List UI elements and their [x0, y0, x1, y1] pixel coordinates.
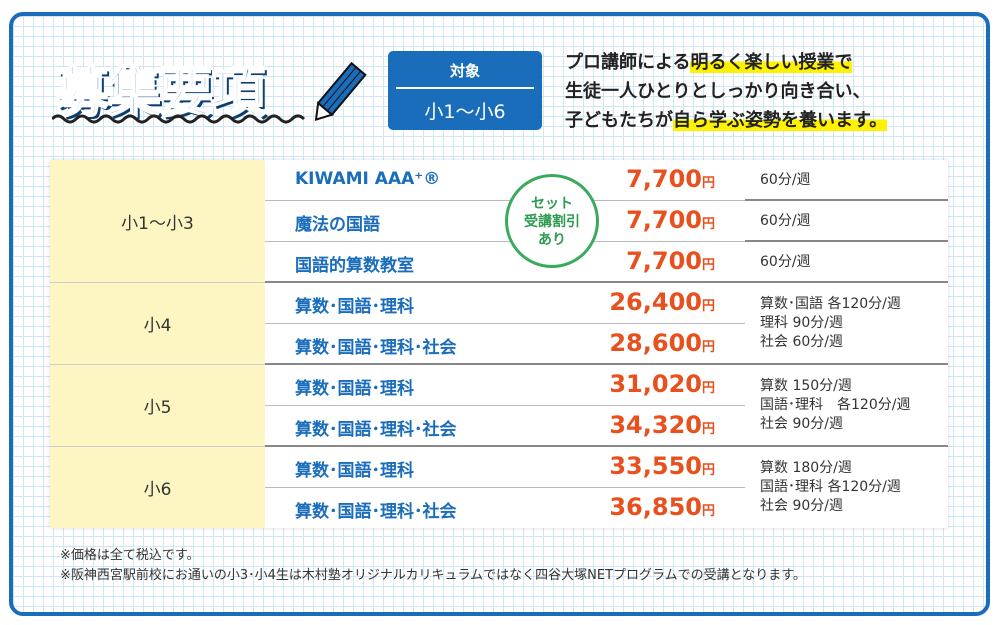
- table-row: 算数･国語･理科 33,550円: [265, 447, 745, 488]
- time-line: 社会 90分/週: [760, 416, 843, 432]
- time-cell: 60分/週: [760, 254, 811, 270]
- time-line: 国語･理科 各120分/週: [760, 479, 901, 495]
- table-row: 国語的算数教室 7,700円: [265, 242, 745, 283]
- notes: ※価格は全て税込です。 ※阪神西宮駅前校にお通いの小3･小4生は木村塾オリジナル…: [60, 546, 806, 586]
- price-unit: 円: [701, 217, 715, 232]
- row-divider: [745, 281, 948, 283]
- time-line: 算数･国語 各120分/週: [760, 296, 901, 312]
- course-name: 算数･国語･理科: [295, 379, 414, 399]
- grade-cell: 小5: [50, 365, 265, 447]
- price: 33,550円: [609, 452, 715, 480]
- price: 28,600円: [609, 329, 715, 357]
- wave-underline-icon: [52, 114, 306, 124]
- row-divider: [745, 445, 948, 447]
- price-unit: 円: [701, 299, 715, 314]
- row-divider: [745, 199, 948, 201]
- table-row: KIWAMI AAA⁺® 7,700円: [265, 160, 745, 201]
- time-line: 理科 90分/週: [760, 315, 843, 331]
- set-discount-badge: セット 受講割引 あり: [505, 174, 599, 268]
- price-value: 7,700: [626, 206, 702, 234]
- price: 36,850円: [609, 493, 715, 521]
- grade-cell: 小1〜小3: [50, 160, 265, 283]
- price: 7,700円: [626, 165, 715, 193]
- price-unit: 円: [701, 381, 715, 396]
- time-cell: 算数 180分/週国語･理科 各120分/週 社会 90分/週: [760, 459, 901, 516]
- price: 7,700円: [626, 247, 715, 275]
- time-line: 算数 150分/週: [760, 378, 852, 394]
- time-line: 国語･理科 各120分/週: [760, 397, 911, 413]
- time-line: 算数 180分/週: [760, 460, 852, 476]
- badge-line: 受講割引: [524, 214, 580, 230]
- table-row: 魔法の国語 7,700円: [265, 201, 745, 242]
- price-value: 7,700: [626, 247, 702, 275]
- course-name: 算数･国語･理科: [295, 297, 414, 317]
- time-cell: 算数･国語 各120分/週 理科 90分/週 社会 60分/週: [760, 295, 901, 352]
- intro-highlight: 明るく楽しい授業で: [690, 52, 853, 73]
- intro-row: 子どもたちが自ら学ぶ姿勢を養います。: [565, 106, 888, 135]
- course-name: 国語的算数教室: [295, 256, 414, 276]
- price-value: 36,850: [609, 493, 702, 521]
- price-unit: 円: [701, 258, 715, 273]
- badge-line: セット: [531, 196, 573, 212]
- price-value: 26,400: [609, 288, 702, 316]
- price-unit: 円: [701, 504, 715, 519]
- price-unit: 円: [701, 422, 715, 437]
- course-name: 算数･国語･理科･社会: [295, 338, 457, 358]
- grade-cell: 小4: [50, 283, 265, 365]
- price: 34,320円: [609, 411, 715, 439]
- pencil-icon: [314, 62, 367, 122]
- time-cell: 60分/週: [760, 172, 811, 188]
- intro-line: 生徒一人ひとりとしっかり向き合い、: [565, 81, 871, 102]
- course-name: 算数･国語･理科･社会: [295, 420, 457, 440]
- table-row: 算数･国語･理科･社会 36,850円: [265, 488, 745, 529]
- badge-line: あり: [538, 232, 566, 248]
- price: 26,400円: [609, 288, 715, 316]
- price-value: 34,320: [609, 411, 702, 439]
- intro-line: プロ講師による: [565, 52, 691, 73]
- price-unit: 円: [701, 463, 715, 478]
- price: 31,020円: [609, 370, 715, 398]
- price: 7,700円: [626, 206, 715, 234]
- row-divider: [745, 363, 948, 365]
- time-cell: 60分/週: [760, 213, 811, 229]
- course-name: KIWAMI AAA⁺®: [295, 169, 441, 189]
- pricing-table: 小1〜小3 小4 小5 小6 KIWAMI AAA⁺® 7,700円 魔法の国語 7,…: [50, 160, 948, 528]
- target-grade-box: 対象 小1〜小6: [388, 51, 542, 130]
- intro-row: プロ講師による明るく楽しい授業で: [565, 48, 887, 77]
- course-name: 算数･国語･理科: [295, 461, 414, 481]
- target-value: 小1〜小6: [424, 101, 506, 123]
- price-value: 33,550: [609, 452, 702, 480]
- page-title: 募集要項: [54, 60, 266, 125]
- target-label: 対象: [396, 51, 534, 89]
- table-row: 算数･国語･理科 31,020円: [265, 365, 745, 406]
- row-divider: [745, 240, 948, 242]
- table-row: 算数･国語･理科･社会 28,600円: [265, 324, 745, 365]
- time-cell: 算数 150分/週国語･理科 各120分/週 社会 90分/週: [760, 377, 910, 434]
- price-value: 7,700: [626, 165, 702, 193]
- course-name: 算数･国語･理科･社会: [295, 502, 457, 522]
- grade-cell: 小6: [50, 447, 265, 528]
- price-value: 28,600: [609, 329, 702, 357]
- intro-text: プロ講師による明るく楽しい授業で 生徒一人ひとりとしっかり向き合い、 子どもたち…: [565, 48, 888, 135]
- price-unit: 円: [701, 176, 715, 191]
- table-row: 算数･国語･理科･社会 34,320円: [265, 406, 745, 447]
- price-unit: 円: [701, 340, 715, 355]
- table-row: 算数･国語･理科 26,400円: [265, 283, 745, 324]
- intro-line: 子どもたちが: [565, 110, 673, 131]
- time-line: 社会 60分/週: [760, 334, 843, 350]
- time-line: 社会 90分/週: [760, 498, 843, 514]
- intro-highlight: 自ら学ぶ姿勢を養います。: [673, 110, 888, 131]
- note: ※価格は全て税込です。: [60, 548, 200, 563]
- price-value: 31,020: [609, 370, 702, 398]
- note: ※阪神西宮駅前校にお通いの小3･小4生は木村塾オリジナルカリキュラムではなく四谷…: [60, 568, 806, 583]
- course-name: 魔法の国語: [295, 215, 380, 235]
